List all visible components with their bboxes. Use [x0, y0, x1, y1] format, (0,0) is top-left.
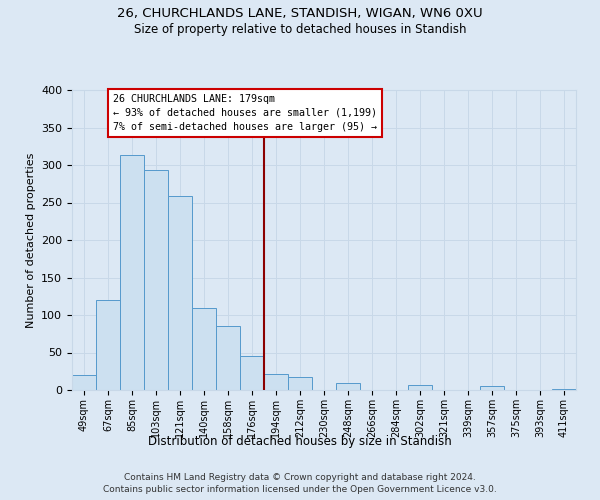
Bar: [264, 374, 288, 390]
Y-axis label: Number of detached properties: Number of detached properties: [26, 152, 35, 328]
Text: Contains public sector information licensed under the Open Government Licence v3: Contains public sector information licen…: [103, 485, 497, 494]
Bar: [144, 170, 168, 390]
Text: Distribution of detached houses by size in Standish: Distribution of detached houses by size …: [148, 435, 452, 448]
Bar: [480, 386, 504, 390]
Bar: [96, 300, 120, 390]
Bar: [72, 375, 96, 390]
Bar: [408, 385, 432, 390]
Bar: [336, 383, 360, 390]
Bar: [192, 308, 216, 390]
Bar: [120, 155, 144, 390]
Text: 26, CHURCHLANDS LANE, STANDISH, WIGAN, WN6 0XU: 26, CHURCHLANDS LANE, STANDISH, WIGAN, W…: [117, 8, 483, 20]
Bar: [168, 196, 192, 390]
Text: Contains HM Land Registry data © Crown copyright and database right 2024.: Contains HM Land Registry data © Crown c…: [124, 472, 476, 482]
Bar: [552, 388, 576, 390]
Bar: [216, 326, 240, 390]
Text: 26 CHURCHLANDS LANE: 179sqm
← 93% of detached houses are smaller (1,199)
7% of s: 26 CHURCHLANDS LANE: 179sqm ← 93% of det…: [113, 94, 377, 132]
Bar: [240, 356, 264, 390]
Text: Size of property relative to detached houses in Standish: Size of property relative to detached ho…: [134, 22, 466, 36]
Bar: [288, 377, 312, 390]
